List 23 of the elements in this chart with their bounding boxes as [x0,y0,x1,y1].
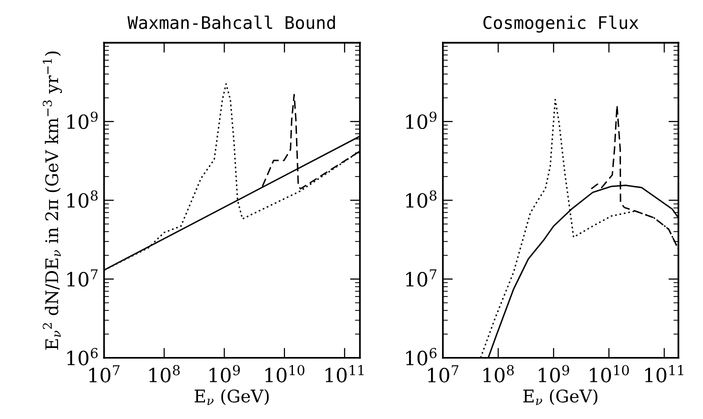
y-tick-label: 10$^{6}$ [67,348,98,366]
x-tick-label: 10$^{9}$ [210,365,240,382]
x-tick-label: 10$^{9}$ [538,365,570,382]
y-tick-label: 10$^{9}$ [67,112,98,130]
y-tick-label: 10$^{7}$ [406,269,436,287]
x-tick-label: 10$^{8}$ [483,365,514,382]
x-tick-label: 10$^{11}$ [645,365,684,382]
x-axis-title: E$_{ν}$ (GeV) [523,389,598,406]
x-tick-label: 10$^{8}$ [149,365,180,382]
text: E$_{ν}$$^{2}$ dN/DE$_{ν}$ in 2π (GeV km$^{−3}$ yr$^{−1}$) [42,52,62,350]
x-tick-label: 10$^{10}$ [265,365,304,382]
x-tick-label: 10$^{10}$ [590,365,629,382]
x-tick-label: 10$^{11}$ [326,365,364,382]
y-tick-label: 10$^{7}$ [67,269,98,287]
y-tick-label: 10$^{9}$ [406,112,436,130]
x-axis-title: E$_{ν}$ (GeV) [194,389,269,406]
y-tick-label: 10$^{6}$ [406,348,437,366]
chart-title: Cosmogenic Flux [483,16,638,33]
y-tick-label: 10$^{8}$ [67,190,98,208]
chart-title: Waxman-Bahcall Bound [127,16,335,30]
x-tick-label: 10$^{7}$ [428,365,458,382]
y-tick-label: 10$^{8}$ [406,190,436,208]
x-tick-label: 10$^{7}$ [89,365,120,382]
